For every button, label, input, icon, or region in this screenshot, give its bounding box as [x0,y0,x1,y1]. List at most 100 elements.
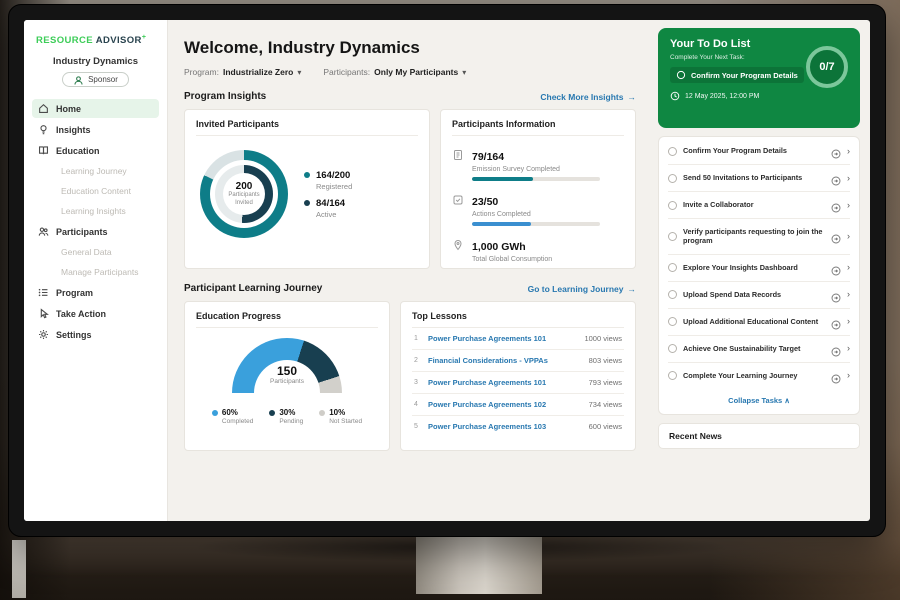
chevron-right-icon[interactable]: › [847,289,850,300]
task-link-icon[interactable] [831,146,841,159]
task-row[interactable]: Upload Spend Data Records › [668,282,850,309]
task-link-icon[interactable] [831,290,841,303]
gauge-center: 150 Participants [232,364,342,385]
sponsor-person-icon [73,75,84,85]
todo-subtitle: Complete Your Next Task: [670,54,745,61]
program-filter-value: Industrialize Zero [222,67,294,77]
task-checkbox[interactable] [668,371,677,381]
sidebar-item-education[interactable]: Education [32,141,159,160]
sidebar-item-label: Manage Participants [61,267,139,278]
legend-item-not-started: 10% Not Started [319,408,362,425]
sidebar-item-learning-insights[interactable]: Learning Insights [32,202,159,220]
task-row[interactable]: Explore Your Insights Dashboard › [668,255,850,282]
task-link-icon[interactable] [831,317,841,330]
sidebar-item-insights[interactable]: Insights [32,120,159,139]
lesson-rank: 5 [414,423,418,430]
task-row[interactable]: Complete Your Learning Journey › [668,363,850,389]
task-row[interactable]: Invite a Collaborator › [668,192,850,219]
lesson-row[interactable]: 1 Power Purchase Agreements 101 1000 vie… [412,328,624,350]
task-checkbox[interactable] [668,290,677,300]
task-checkbox[interactable] [668,263,677,273]
program-filter-label: Program: [184,67,219,77]
location-pin-icon [452,238,464,251]
task-link-icon[interactable] [831,344,841,357]
info-label: Actions Completed [472,211,531,218]
chevron-right-icon[interactable]: › [847,343,850,354]
task-link-icon[interactable] [831,173,841,186]
chevron-right-icon[interactable]: › [847,230,850,241]
task-checkbox[interactable] [668,173,677,183]
task-checkbox[interactable] [668,231,677,241]
info-row-consumption: 1,000 GWh Total Global Consumption [452,237,624,263]
sidebar-item-home[interactable]: Home [32,99,159,119]
home-icon [38,103,49,114]
lesson-views: 600 views [588,422,622,431]
sidebar-item-education-content[interactable]: Education Content [32,182,159,200]
lesson-row[interactable]: 3 Power Purchase Agreements 101 793 view… [412,372,624,394]
collapse-tasks-link[interactable]: Collapse Tasks ∧ [668,389,850,413]
sidebar-item-manage-participants[interactable]: Manage Participants [32,263,159,281]
lesson-link[interactable]: Power Purchase Agreements 101 [428,378,547,387]
info-label: Total Global Consumption [472,256,553,263]
task-row[interactable]: Send 50 Invitations to Participants › [668,165,850,192]
task-link-icon[interactable] [831,231,841,244]
arrow-right-icon: → [627,283,637,294]
legend-value: 84/164 [316,197,346,209]
sidebar-item-learning-journey[interactable]: Learning Journey [32,162,159,180]
task-checkbox[interactable] [668,317,677,327]
lesson-rank: 4 [414,401,418,408]
sponsor-badge[interactable]: Sponsor [62,72,129,88]
task-checkbox[interactable] [668,344,677,354]
learning-cards-row: Education Progress 150 Participants [184,301,636,451]
chevron-right-icon[interactable]: › [847,145,850,156]
next-task-label: Confirm Your Program Details [691,70,798,80]
todo-card: 0/7 Your To Do List Complete Your Next T… [658,28,860,128]
lesson-link[interactable]: Financial Considerations - VPPAs [428,356,548,365]
task-link-icon[interactable] [831,200,841,213]
task-row[interactable]: Verify participants requesting to join t… [668,219,850,255]
sidebar-item-program[interactable]: Program [32,283,159,302]
task-checkbox[interactable] [668,146,677,156]
sidebar-item-label: General Data [61,247,112,258]
check-more-insights-link[interactable]: Check More Insights → [540,92,636,102]
chevron-right-icon[interactable]: › [847,172,850,183]
task-checkbox[interactable] [668,200,677,210]
task-row[interactable]: Confirm Your Program Details › [668,138,850,165]
chevron-down-icon: ▾ [462,67,467,77]
lesson-link[interactable]: Power Purchase Agreements 103 [428,422,547,431]
progress-fill [472,222,531,226]
arrow-right-icon: → [627,91,637,102]
legend-dot [269,410,276,416]
next-task-chip[interactable]: Confirm Your Program Details [670,67,804,83]
chevron-right-icon[interactable]: › [847,316,850,327]
lesson-row[interactable]: 5 Power Purchase Agreements 103 600 view… [412,416,624,437]
task-row[interactable]: Achieve One Sustainability Target › [668,336,850,363]
sidebar-item-participants[interactable]: Participants [32,222,159,241]
lesson-link[interactable]: Power Purchase Agreements 101 [428,334,547,343]
task-link-icon[interactable] [831,371,841,384]
lesson-row[interactable]: 4 Power Purchase Agreements 102 734 view… [412,394,624,416]
gauge-center-value: 150 [276,364,298,378]
chevron-right-icon[interactable]: › [847,199,850,210]
participants-filter[interactable]: Participants: Only My Participants ▾ [323,67,466,77]
chevron-right-icon[interactable]: › [847,262,850,273]
card-title: Invited Participants [196,119,418,136]
logo-plus: + [141,34,147,41]
lesson-row[interactable]: 2 Financial Considerations - VPPAs 803 v… [412,350,624,372]
card-title: Education Progress [196,311,378,328]
go-to-learning-journey-link[interactable]: Go to Learning Journey → [528,284,636,294]
recent-news-card[interactable]: Recent News [658,422,860,449]
legend-label: Pending [279,418,304,425]
lesson-link[interactable]: Power Purchase Agreements 102 [428,400,547,409]
legend-value: 164/200 [316,169,351,181]
sidebar-item-take-action[interactable]: Take Action [32,304,159,323]
chevron-right-icon[interactable]: › [847,370,850,381]
sidebar-item-general-data[interactable]: General Data [32,243,159,261]
task-label: Upload Spend Data Records [683,290,782,300]
task-row[interactable]: Upload Additional Educational Content › [668,309,850,336]
program-filter[interactable]: Program: Industrialize Zero ▾ [184,67,301,77]
task-link-icon[interactable] [831,263,841,276]
education-book-icon [38,145,49,156]
legend-pct: 10% [329,408,346,417]
sidebar-item-settings[interactable]: Settings [32,325,159,344]
